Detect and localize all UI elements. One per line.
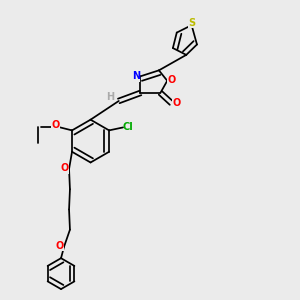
- Text: H: H: [106, 92, 115, 102]
- Text: O: O: [167, 75, 175, 85]
- Text: N: N: [132, 71, 140, 81]
- Text: O: O: [60, 164, 68, 173]
- Text: O: O: [172, 98, 180, 108]
- Text: O: O: [55, 241, 63, 251]
- Text: O: O: [51, 120, 59, 130]
- Text: S: S: [188, 18, 195, 28]
- Text: Cl: Cl: [122, 122, 133, 131]
